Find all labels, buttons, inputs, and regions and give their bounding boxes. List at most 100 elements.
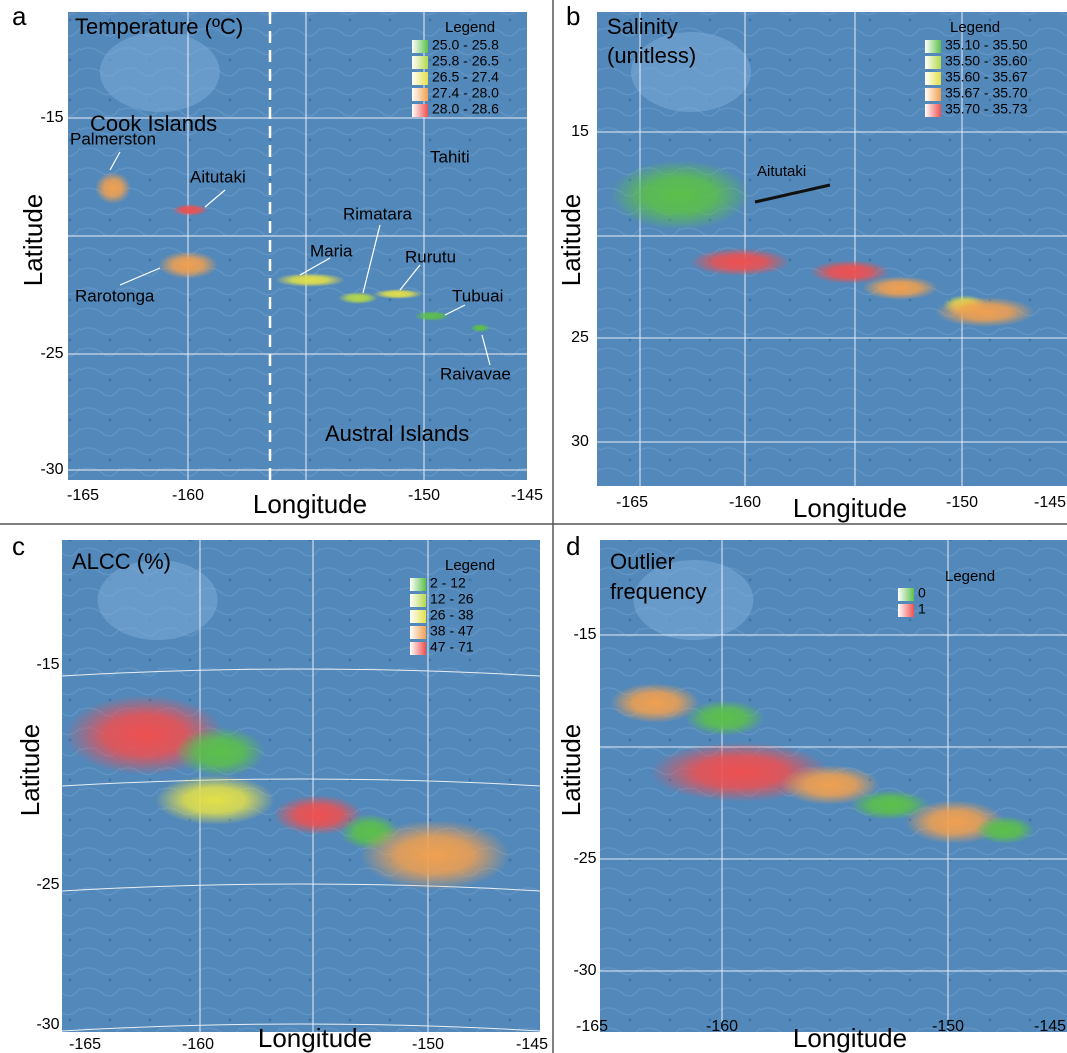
heat-blob	[95, 172, 131, 204]
heat-blob	[610, 160, 750, 230]
panel-title: frequency	[610, 579, 707, 604]
y-tick-label: -15	[573, 626, 596, 643]
legend-swatch	[898, 588, 914, 601]
legend-label: 35.70 - 35.73	[945, 101, 1028, 117]
heat-blob	[175, 727, 265, 777]
legend-swatch	[925, 104, 941, 117]
panel-letter: d	[566, 531, 580, 561]
legend-swatch	[410, 642, 426, 655]
heat-blob	[360, 820, 510, 890]
legend-swatch	[925, 88, 941, 101]
y-axis-label: Latitude	[556, 194, 586, 287]
x-tick-label: -150	[412, 1036, 444, 1053]
x-tick-label: -145	[1034, 494, 1066, 511]
heat-blob	[158, 251, 218, 279]
x-tick-label: -150	[946, 494, 978, 511]
x-axis-label: Longitude	[253, 489, 367, 519]
legend-label: 25.8 - 26.5	[432, 53, 499, 69]
y-tick-label: -25	[573, 850, 596, 867]
legend-label: 27.4 - 28.0	[432, 85, 499, 101]
legend-swatch	[925, 56, 941, 69]
x-tick-label: -150	[408, 487, 440, 504]
legend-label: 35.60 - 35.67	[945, 69, 1028, 85]
x-tick-label: -160	[172, 487, 204, 504]
y-tick-label: 25	[571, 329, 589, 346]
x-tick-label: -150	[932, 1018, 964, 1035]
legend-label: 35.50 - 35.60	[945, 53, 1028, 69]
legend-title: Legend	[445, 557, 495, 574]
legend-label: 35.10 - 35.50	[945, 37, 1028, 53]
y-tick-label: -30	[40, 461, 63, 478]
legend-label: 47 - 71	[430, 639, 474, 655]
y-axis-label: Latitude	[556, 724, 586, 817]
panel-title: Temperature (ºC)	[75, 14, 243, 39]
panel-title: ALCC (%)	[72, 549, 171, 574]
panel-title: (unitless)	[607, 43, 696, 68]
legend-label: 26 - 38	[430, 607, 474, 623]
legend-swatch	[412, 40, 428, 53]
x-tick-label: -145	[1034, 1018, 1066, 1035]
x-tick-label: -165	[67, 487, 99, 504]
heat-blob	[275, 273, 345, 287]
place-label: Palmerston	[70, 129, 156, 148]
y-tick-label: 15	[571, 123, 589, 140]
place-label: Rimatara	[343, 204, 413, 223]
x-tick-label: -145	[516, 1036, 548, 1053]
x-tick-label: -165	[616, 494, 648, 511]
legend-swatch	[412, 56, 428, 69]
x-tick-label: -160	[729, 494, 761, 511]
place-label: Rarotonga	[75, 286, 155, 305]
legend-swatch	[412, 88, 428, 101]
heat-blob	[338, 292, 378, 304]
legend-swatch	[925, 40, 941, 53]
y-tick-label: -30	[573, 962, 596, 979]
heat-blob	[414, 311, 450, 321]
legend-swatch	[925, 72, 941, 85]
legend-label: 38 - 47	[430, 623, 474, 639]
legend-swatch	[412, 72, 428, 85]
heat-blob	[975, 816, 1035, 844]
heat-blob	[373, 289, 423, 299]
x-tick-label: -165	[576, 1018, 608, 1035]
legend-swatch	[410, 610, 426, 623]
place-label: Aitutaki	[190, 167, 246, 186]
legend-title: Legend	[945, 568, 995, 585]
legend-label: 12 - 26	[430, 591, 474, 607]
y-axis-label: Latitude	[18, 194, 48, 287]
heat-blob	[685, 700, 765, 736]
map-panel	[600, 540, 1067, 1032]
heat-blob	[470, 324, 490, 332]
legend-label: 35.67 - 35.70	[945, 85, 1028, 101]
place-label: Tubuai	[452, 286, 503, 305]
legend-swatch	[410, 594, 426, 607]
place-label: Maria	[310, 241, 353, 260]
legend-swatch	[410, 626, 426, 639]
x-axis-label: Longitude	[793, 493, 907, 523]
legend-label: 26.5 - 27.4	[432, 69, 499, 85]
legend-title: Legend	[445, 19, 495, 36]
legend-label: 28.0 - 28.6	[432, 101, 499, 117]
place-label: Rurutu	[405, 247, 456, 266]
shallow-area	[100, 32, 220, 112]
x-axis-label: Longitude	[793, 1023, 907, 1053]
panel-letter: b	[566, 1, 580, 31]
place-label: Raivavae	[440, 364, 511, 383]
x-tick-label: -160	[182, 1036, 214, 1053]
legend-label: 25.0 - 25.8	[432, 37, 499, 53]
heat-blob	[690, 248, 790, 276]
figure: aTemperature (ºC)Legend25.0 - 25.825.8 -…	[0, 0, 1067, 1053]
legend-swatch	[410, 578, 426, 591]
x-tick-label: -165	[69, 1036, 101, 1053]
x-tick-label: -160	[706, 1018, 738, 1035]
y-tick-label: -25	[36, 876, 59, 893]
y-tick-label: -25	[40, 345, 63, 362]
y-tick-label: -30	[36, 1016, 59, 1033]
heat-blob	[862, 276, 938, 300]
panel-title: Salinity	[607, 14, 678, 39]
panel-title: Outlier	[610, 549, 675, 574]
legend-label: 0	[918, 585, 926, 601]
y-axis-label: Latitude	[15, 724, 45, 817]
panel-letter: c	[12, 531, 25, 561]
legend-swatch	[412, 104, 428, 117]
y-tick-label: 30	[571, 433, 589, 450]
